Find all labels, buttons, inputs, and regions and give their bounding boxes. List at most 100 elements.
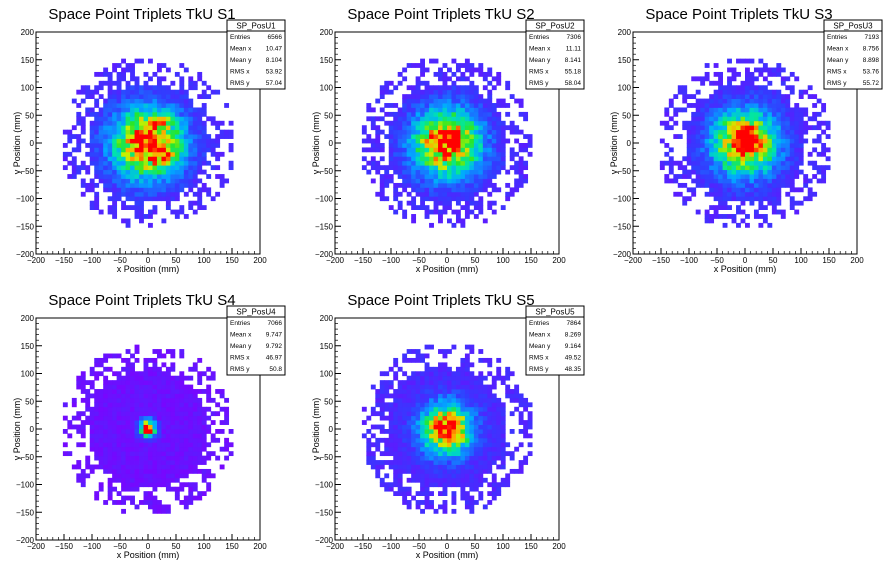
heatmap-cell	[116, 187, 122, 193]
heatmap-cell	[393, 147, 399, 153]
heatmap-cell	[424, 143, 430, 148]
heatmap-cell	[210, 196, 216, 202]
heatmap-cell	[156, 187, 162, 193]
heatmap-cell	[664, 174, 670, 179]
heatmap-cell	[125, 218, 131, 224]
heatmap-cell	[473, 178, 479, 184]
heatmap-cell	[523, 165, 529, 171]
heatmap-cell	[429, 420, 434, 425]
heatmap-cell	[89, 120, 95, 126]
heatmap-cell	[442, 397, 448, 403]
x-axis-label: x Position (mm)	[714, 264, 777, 274]
heatmap-cell	[170, 477, 176, 483]
heatmap-cell	[161, 371, 167, 377]
heatmap-cell	[121, 424, 126, 430]
heatmap-cell	[673, 191, 679, 197]
heatmap-cell	[183, 442, 189, 448]
heatmap-cell	[789, 138, 795, 144]
heatmap-cell	[379, 107, 385, 113]
heatmap-cell	[460, 187, 466, 193]
heatmap-cell	[415, 371, 421, 377]
heatmap-cell	[718, 174, 723, 179]
heatmap-cell	[496, 129, 502, 135]
heatmap-cell	[148, 437, 153, 443]
heatmap-cell	[691, 151, 697, 157]
heatmap-cell	[455, 85, 461, 91]
heatmap-cell	[197, 151, 203, 157]
heatmap-cell	[388, 380, 394, 385]
heatmap-cell	[473, 156, 479, 162]
heatmap-cell	[143, 477, 149, 483]
heatmap-cell	[496, 402, 502, 408]
heatmap-cell	[179, 402, 185, 408]
heatmap-cell	[455, 209, 461, 215]
y-tick-label: −50	[319, 167, 333, 176]
heatmap-cell	[460, 424, 466, 430]
heatmap-cell	[156, 125, 162, 131]
heatmap-cell	[134, 460, 140, 465]
heatmap-cell	[482, 464, 488, 470]
heatmap-cell	[406, 103, 412, 108]
heatmap-cell	[152, 71, 158, 77]
heatmap-cell	[469, 151, 475, 157]
heatmap-cell	[767, 222, 773, 228]
heatmap-cell	[509, 151, 515, 157]
heatmap-cell	[197, 191, 203, 197]
heatmap-cell	[745, 147, 750, 153]
heatmap-cell	[727, 174, 732, 179]
heatmap-cell	[103, 116, 109, 122]
heatmap-cell	[156, 89, 162, 95]
heatmap-cell	[429, 389, 434, 394]
x-tick-label: −150	[55, 542, 74, 551]
heatmap-cell	[718, 165, 723, 171]
stats-row-value: 7306	[567, 34, 582, 41]
heatmap-cell	[785, 134, 791, 139]
heatmap-cell	[451, 508, 457, 514]
heatmap-cell	[518, 174, 524, 179]
heatmap-cell	[393, 129, 399, 135]
heatmap-cell	[201, 187, 207, 193]
heatmap-cell	[704, 143, 710, 148]
heatmap-cell	[762, 98, 768, 104]
heatmap-cell	[767, 125, 773, 131]
heatmap-cell	[727, 98, 732, 104]
heatmap-cell	[134, 178, 140, 184]
heatmap-cell	[487, 200, 493, 206]
heatmap-cell	[384, 482, 390, 488]
heatmap-cell	[143, 482, 149, 488]
y-tick-label: −100	[16, 195, 35, 204]
heatmap-cell	[482, 468, 488, 474]
heatmap-cell	[406, 147, 412, 153]
heatmap-cell	[62, 143, 68, 148]
heatmap-cell	[704, 160, 710, 166]
stats-row-label: RMS x	[230, 354, 250, 361]
heatmap-cell	[393, 451, 399, 457]
heatmap-cell	[215, 429, 221, 434]
heatmap-cell	[103, 138, 109, 144]
heatmap-cell	[188, 464, 194, 470]
heatmap-cell	[469, 98, 475, 104]
heatmap-cell	[384, 460, 390, 465]
heatmap-cell	[197, 111, 203, 117]
heatmap-cell	[505, 182, 511, 188]
heatmap-cell	[491, 187, 497, 193]
heatmap-cell	[388, 165, 394, 171]
heatmap-cell	[121, 160, 126, 166]
heatmap-cell	[179, 147, 185, 153]
heatmap-cell	[478, 415, 484, 421]
heatmap-cell	[406, 160, 412, 166]
heatmap-cell	[447, 464, 452, 470]
heatmap-cell	[677, 134, 683, 139]
y-tick-label: 0	[30, 139, 35, 148]
heatmap-cell	[148, 429, 153, 434]
heatmap-cell	[473, 477, 479, 483]
heatmap-cell	[179, 411, 185, 417]
heatmap-cell	[420, 147, 425, 153]
heatmap-cell	[469, 424, 475, 430]
heatmap-cell	[94, 451, 100, 457]
heatmap-cell	[438, 196, 443, 202]
heatmap-cell	[170, 89, 176, 95]
heatmap-cells	[361, 58, 533, 228]
heatmap-cell	[433, 178, 439, 184]
heatmap-cell	[215, 120, 221, 126]
